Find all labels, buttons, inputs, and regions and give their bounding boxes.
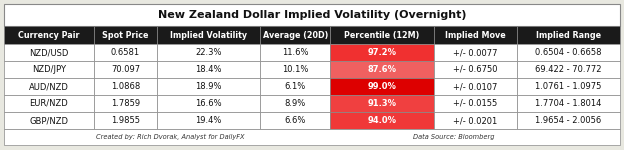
Text: 1.9855: 1.9855 bbox=[111, 116, 140, 125]
Bar bbox=[4, 61, 94, 78]
Text: 99.0%: 99.0% bbox=[368, 82, 396, 91]
Bar bbox=[517, 78, 620, 95]
Bar bbox=[94, 61, 157, 78]
Bar bbox=[517, 61, 620, 78]
Text: Implied Range: Implied Range bbox=[536, 30, 601, 39]
Text: 91.3%: 91.3% bbox=[368, 99, 396, 108]
Bar bbox=[260, 95, 330, 112]
Bar bbox=[330, 78, 434, 95]
Bar bbox=[434, 61, 517, 78]
Bar bbox=[4, 4, 620, 26]
Bar bbox=[260, 78, 330, 95]
Text: 10.1%: 10.1% bbox=[282, 65, 308, 74]
Text: EUR/NZD: EUR/NZD bbox=[29, 99, 68, 108]
Bar bbox=[157, 26, 260, 44]
Text: NZD/JPY: NZD/JPY bbox=[32, 65, 66, 74]
Text: 22.3%: 22.3% bbox=[195, 48, 222, 57]
Bar bbox=[517, 26, 620, 44]
Bar bbox=[330, 95, 434, 112]
Text: Created by: Rich Dvorak, Analyst for DailyFX: Created by: Rich Dvorak, Analyst for Dai… bbox=[96, 134, 245, 140]
Text: Average (20D): Average (20D) bbox=[263, 30, 328, 39]
Bar bbox=[94, 95, 157, 112]
Bar bbox=[260, 26, 330, 44]
Text: 6.1%: 6.1% bbox=[285, 82, 306, 91]
Bar bbox=[157, 78, 260, 95]
Bar bbox=[4, 44, 94, 61]
Bar bbox=[434, 95, 517, 112]
Text: Percentile (12M): Percentile (12M) bbox=[344, 30, 419, 39]
Text: +/- 0.0201: +/- 0.0201 bbox=[453, 116, 497, 125]
Bar bbox=[4, 112, 94, 129]
Text: 1.7859: 1.7859 bbox=[111, 99, 140, 108]
Bar bbox=[4, 78, 94, 95]
Bar bbox=[517, 95, 620, 112]
Bar bbox=[94, 44, 157, 61]
Bar bbox=[4, 95, 94, 112]
Text: 18.9%: 18.9% bbox=[195, 82, 222, 91]
Bar bbox=[94, 112, 157, 129]
Text: 70.097: 70.097 bbox=[111, 65, 140, 74]
Text: 19.4%: 19.4% bbox=[195, 116, 222, 125]
Bar bbox=[4, 26, 94, 44]
Bar bbox=[330, 61, 434, 78]
Bar bbox=[260, 112, 330, 129]
Text: 16.6%: 16.6% bbox=[195, 99, 222, 108]
Text: 97.2%: 97.2% bbox=[368, 48, 396, 57]
Text: 1.7704 - 1.8014: 1.7704 - 1.8014 bbox=[535, 99, 602, 108]
Bar bbox=[94, 26, 157, 44]
Text: 1.9654 - 2.0056: 1.9654 - 2.0056 bbox=[535, 116, 602, 125]
Text: Currency Pair: Currency Pair bbox=[18, 30, 80, 39]
Text: +/- 0.6750: +/- 0.6750 bbox=[453, 65, 497, 74]
Text: 18.4%: 18.4% bbox=[195, 65, 222, 74]
Bar bbox=[260, 61, 330, 78]
Text: Data Source: Bloomberg: Data Source: Bloomberg bbox=[413, 134, 494, 140]
Bar bbox=[434, 78, 517, 95]
Text: New Zealand Dollar Implied Volatility (Overnight): New Zealand Dollar Implied Volatility (O… bbox=[158, 10, 466, 20]
Bar bbox=[434, 26, 517, 44]
Bar bbox=[157, 112, 260, 129]
Bar bbox=[260, 44, 330, 61]
Text: 0.6504 - 0.6658: 0.6504 - 0.6658 bbox=[535, 48, 602, 57]
Bar bbox=[330, 26, 434, 44]
Text: 11.6%: 11.6% bbox=[282, 48, 309, 57]
Bar bbox=[157, 95, 260, 112]
Text: AUD/NZD: AUD/NZD bbox=[29, 82, 69, 91]
Bar bbox=[330, 112, 434, 129]
Bar bbox=[434, 44, 517, 61]
Text: 6.6%: 6.6% bbox=[285, 116, 306, 125]
Text: GBP/NZD: GBP/NZD bbox=[29, 116, 69, 125]
Text: Implied Volatility: Implied Volatility bbox=[170, 30, 247, 39]
Text: 1.0761 - 1.0975: 1.0761 - 1.0975 bbox=[535, 82, 602, 91]
Bar bbox=[4, 129, 620, 145]
Text: 0.6581: 0.6581 bbox=[111, 48, 140, 57]
Text: 69.422 - 70.772: 69.422 - 70.772 bbox=[535, 65, 602, 74]
Bar bbox=[94, 78, 157, 95]
Text: NZD/USD: NZD/USD bbox=[29, 48, 69, 57]
Bar bbox=[157, 44, 260, 61]
Text: +/- 0.0107: +/- 0.0107 bbox=[453, 82, 497, 91]
Bar bbox=[517, 44, 620, 61]
Bar bbox=[434, 112, 517, 129]
Bar bbox=[330, 44, 434, 61]
Text: Spot Price: Spot Price bbox=[102, 30, 149, 39]
Text: +/- 0.0077: +/- 0.0077 bbox=[453, 48, 497, 57]
Text: +/- 0.0155: +/- 0.0155 bbox=[453, 99, 497, 108]
Text: 87.6%: 87.6% bbox=[368, 65, 396, 74]
Text: 94.0%: 94.0% bbox=[368, 116, 396, 125]
Text: 8.9%: 8.9% bbox=[285, 99, 306, 108]
Bar bbox=[517, 112, 620, 129]
Text: Implied Move: Implied Move bbox=[445, 30, 505, 39]
Bar bbox=[157, 61, 260, 78]
Text: 1.0868: 1.0868 bbox=[111, 82, 140, 91]
